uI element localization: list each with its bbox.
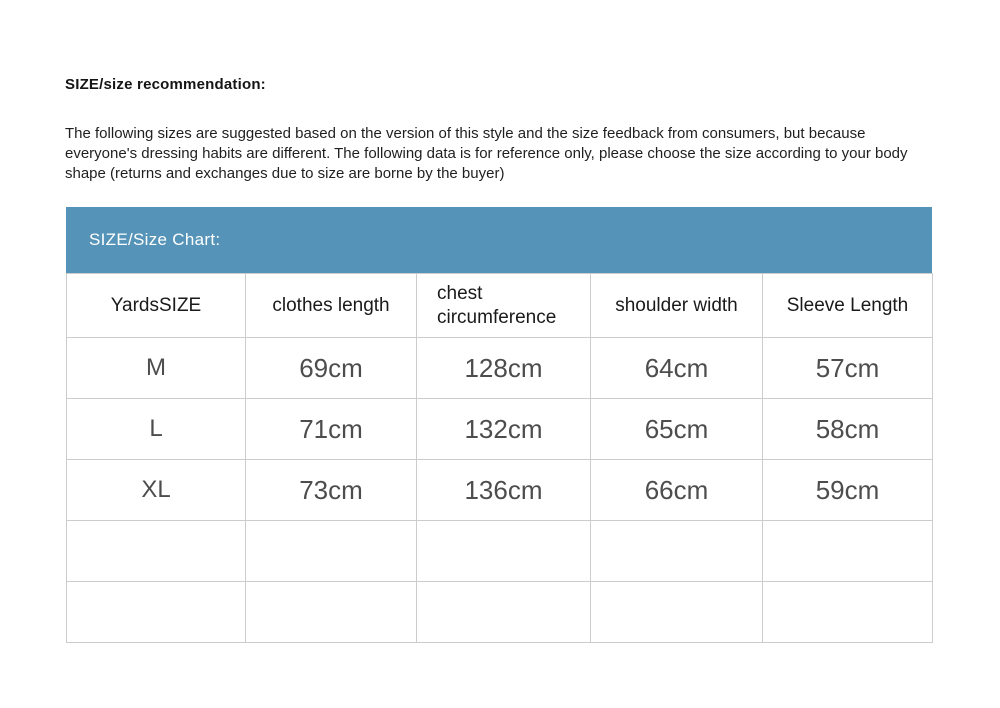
cell-clothes-length: 69cm xyxy=(245,337,417,399)
cell-empty xyxy=(66,581,246,643)
size-recommendation-paragraph: The following sizes are suggested based … xyxy=(65,125,908,182)
size-chart-table: YardsSIZE clothes length chest circumfer… xyxy=(66,273,933,643)
cell-size-label: L xyxy=(66,398,246,460)
cell-chest-circumference: 136cm xyxy=(416,459,591,521)
cell-clothes-length: 71cm xyxy=(245,398,417,460)
size-table-header-row: YardsSIZE clothes length chest circumfer… xyxy=(66,273,933,338)
table-row-empty xyxy=(66,581,933,643)
size-recommendation-heading: SIZE/size recommendation: xyxy=(65,76,266,93)
cell-shoulder-width: 65cm xyxy=(590,398,763,460)
column-header-sleeve-length: Sleeve Length xyxy=(762,273,933,338)
cell-clothes-length: 73cm xyxy=(245,459,417,521)
cell-shoulder-width: 66cm xyxy=(590,459,763,521)
cell-chest-circumference: 128cm xyxy=(416,337,591,399)
column-header-clothes-length: clothes length xyxy=(245,273,417,338)
cell-chest-circumference: 132cm xyxy=(416,398,591,460)
table-row-size-m: M 69cm 128cm 64cm 57cm xyxy=(66,337,933,399)
cell-sleeve-length: 59cm xyxy=(762,459,933,521)
cell-shoulder-width: 64cm xyxy=(590,337,763,399)
cell-size-label: M xyxy=(66,337,246,399)
table-row-size-l: L 71cm 132cm 65cm 58cm xyxy=(66,398,933,460)
size-chart-title: SIZE/Size Chart: xyxy=(89,230,221,249)
size-chart-title-bar: SIZE/Size Chart: xyxy=(66,207,932,273)
column-header-yards-size: YardsSIZE xyxy=(66,273,246,338)
cell-sleeve-length: 58cm xyxy=(762,398,933,460)
column-header-shoulder-width: shoulder width xyxy=(590,273,763,338)
cell-empty xyxy=(245,520,417,582)
cell-empty xyxy=(590,520,763,582)
cell-empty xyxy=(416,581,591,643)
size-chart-section: SIZE/Size Chart: YardsSIZE clothes lengt… xyxy=(66,207,933,643)
table-row-size-xl: XL 73cm 136cm 66cm 59cm xyxy=(66,459,933,521)
cell-empty xyxy=(416,520,591,582)
cell-empty xyxy=(245,581,417,643)
cell-empty xyxy=(590,581,763,643)
cell-size-label: XL xyxy=(66,459,246,521)
cell-empty xyxy=(762,520,933,582)
cell-empty xyxy=(66,520,246,582)
cell-sleeve-length: 57cm xyxy=(762,337,933,399)
cell-empty xyxy=(762,581,933,643)
table-row-empty xyxy=(66,520,933,582)
column-header-chest-circumference: chest circumference xyxy=(416,273,591,338)
